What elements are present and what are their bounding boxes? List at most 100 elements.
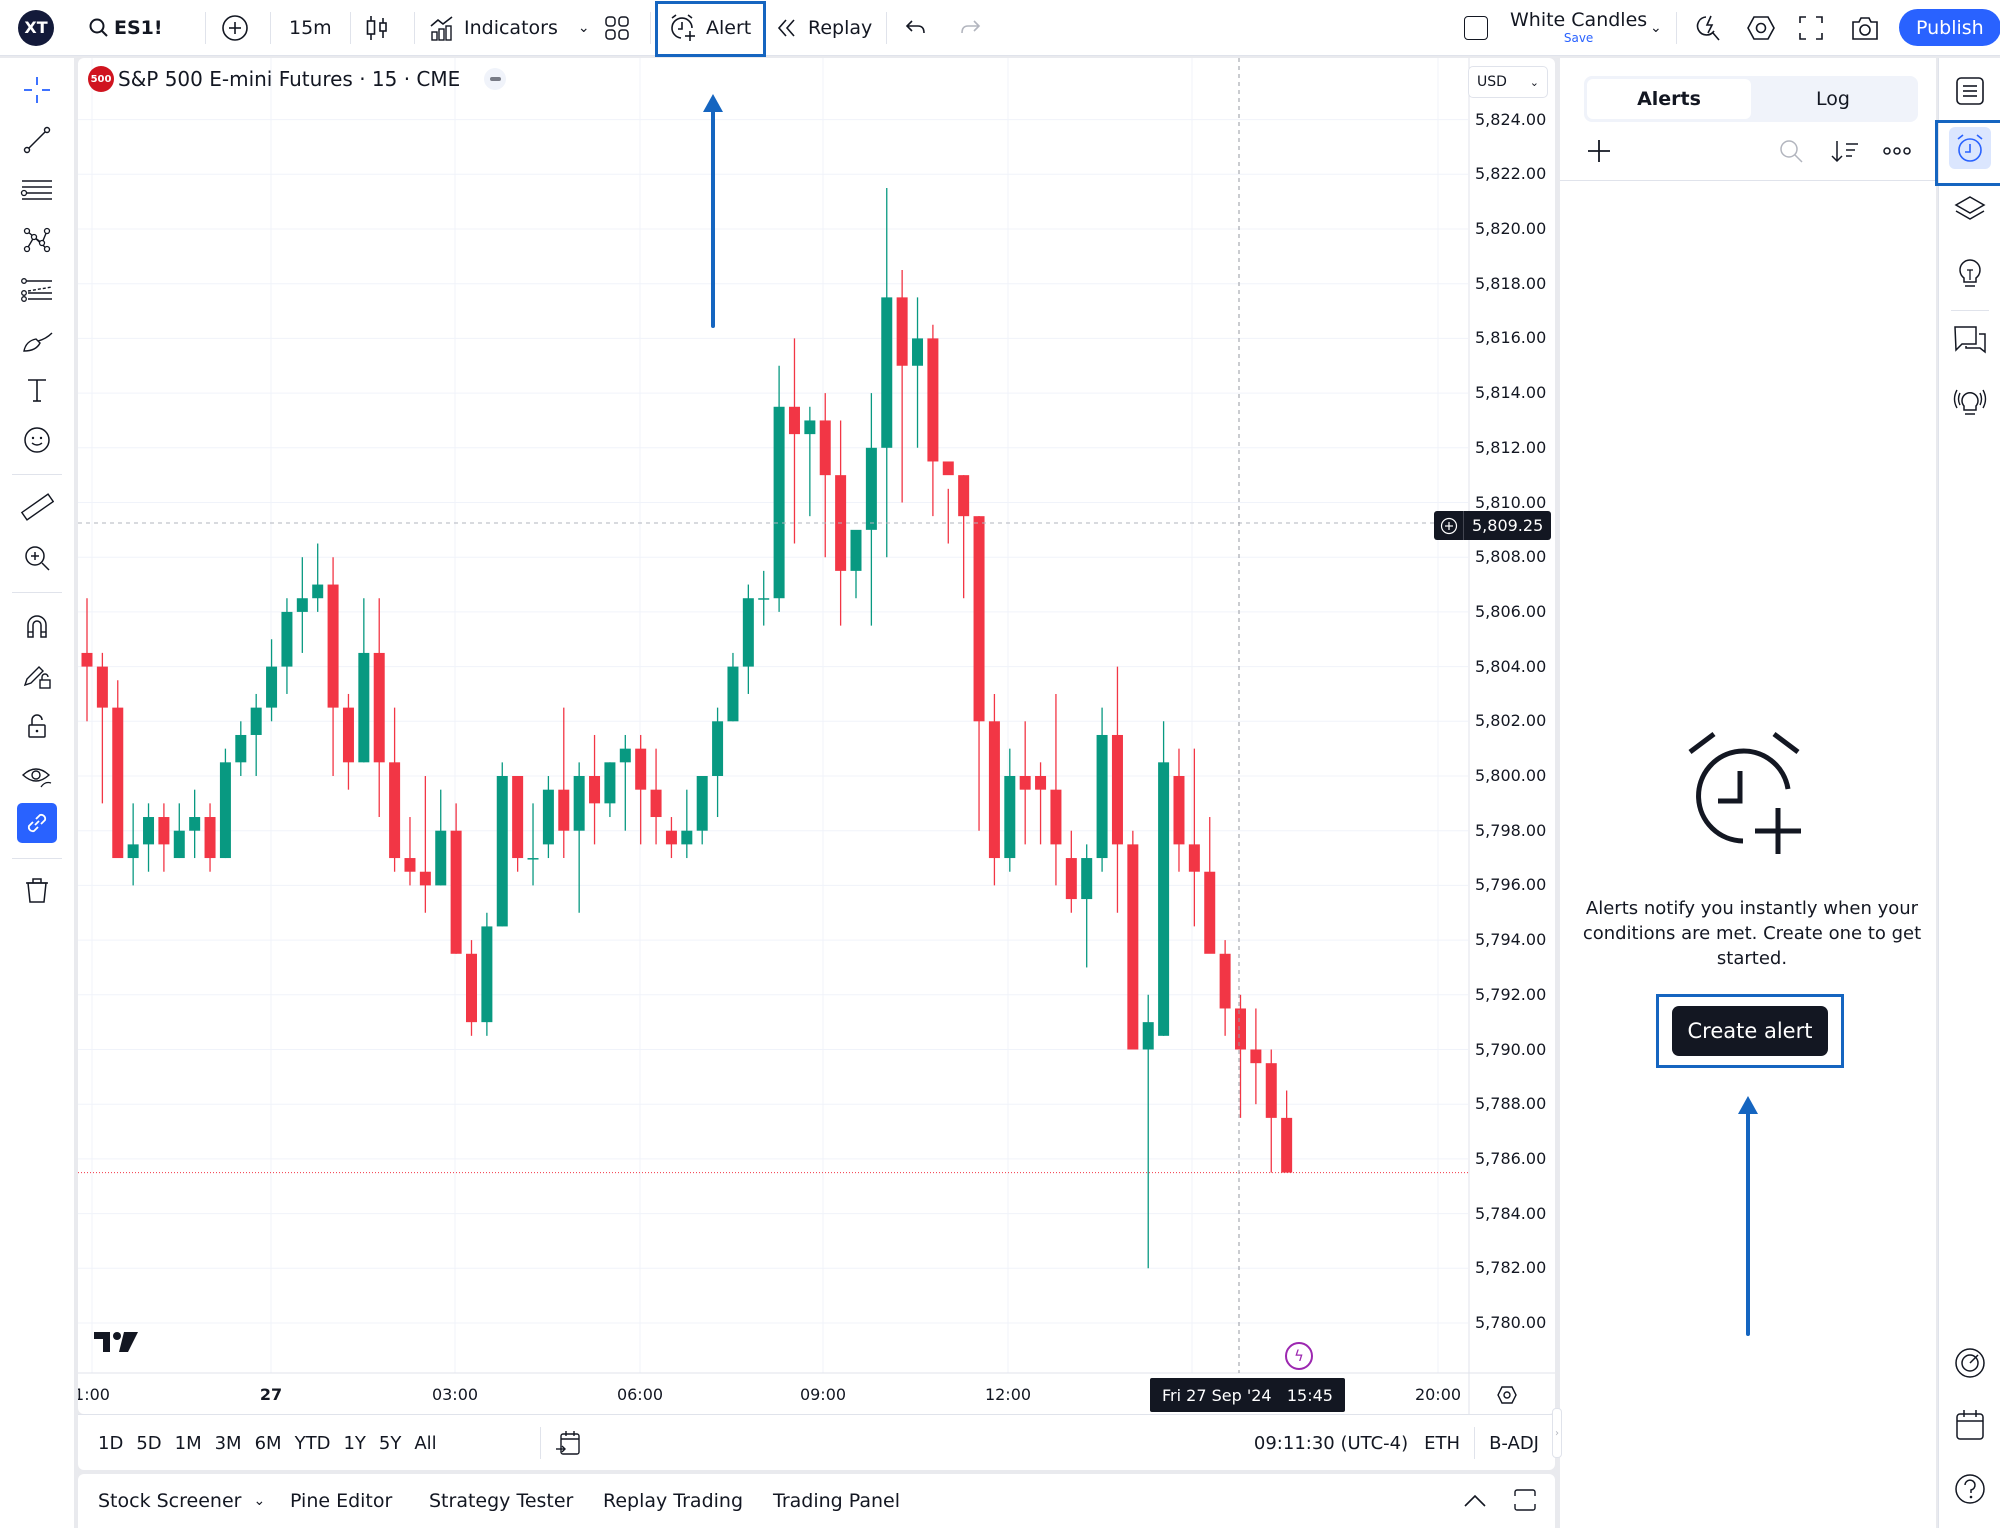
collapse-legend-button[interactable] [484,68,507,90]
range-1y[interactable]: 1Y [343,1432,366,1454]
zoom-tool[interactable] [17,538,57,578]
help-button[interactable] [1949,1468,1991,1510]
more-options-button[interactable] [1882,142,1912,160]
maximize-panel-button[interactable] [1512,1487,1538,1513]
hide-drawings[interactable] [17,756,57,796]
fib-tool[interactable] [17,170,57,210]
fullscreen-button[interactable] [1798,0,1824,55]
price-label: 5,790.00 [1475,1039,1547,1059]
create-alert-button[interactable]: Create alert [1672,1006,1828,1056]
settings-button[interactable] [1746,0,1776,55]
range-1m[interactable]: 1M [174,1432,202,1454]
range-3m[interactable]: 3M [214,1432,242,1454]
adjustment-toggle[interactable]: B-ADJ [1489,1432,1539,1454]
lightning-event-icon[interactable]: ϟ [1285,1342,1313,1370]
range-all[interactable]: All [414,1432,437,1454]
interval-button[interactable]: 15m [289,16,332,39]
redo-button[interactable] [958,0,982,55]
layout-name-button[interactable]: White Candles Save [1510,0,1647,55]
axis-settings-button[interactable] [1496,1384,1518,1406]
session-toggle[interactable]: ETH [1424,1432,1461,1454]
chevron-down-icon[interactable]: ⌄ [577,19,590,36]
brush-tool[interactable] [17,320,57,360]
tab-replay-trading[interactable]: Replay Trading [603,1490,744,1512]
tab-alerts[interactable]: Alerts [1587,79,1751,119]
layout-menu-chevron[interactable]: ⌄ [1650,19,1662,36]
price-label: 5,818.00 [1475,273,1547,293]
price-label: 5,820.00 [1475,219,1547,238]
text-tool[interactable] [17,370,57,410]
price-label: 5,800.00 [1475,766,1547,785]
add-alert-button[interactable] [1584,136,1614,166]
search-alerts-button[interactable] [1778,138,1804,164]
quick-search-button[interactable] [1694,0,1724,55]
camera-icon [1852,16,1878,40]
expand-icon [1799,15,1823,40]
range-1d[interactable]: 1D [98,1432,124,1454]
icon-tool[interactable] [17,420,57,460]
clock-timezone[interactable]: 09:11:30 (UTC-4) [1253,1432,1409,1454]
go-to-date-button[interactable] [554,1429,582,1457]
layouts-button[interactable] [604,0,630,55]
pattern-tool[interactable] [17,220,57,260]
currency-select[interactable]: USD ⌄ [1468,66,1548,98]
snapshot-button[interactable] [1850,0,1880,55]
candle [635,734,647,845]
brush-icon [23,332,53,352]
candle [435,789,447,886]
publish-button[interactable]: Publish [1899,9,2000,46]
tab-stock-screener[interactable]: Stock Screener ⌄ [98,1474,265,1528]
crosshair-tool[interactable] [17,70,57,110]
chart-type-button[interactable] [365,0,389,55]
calendar-button[interactable] [1949,1404,1991,1446]
range-ytd[interactable]: YTD [294,1432,331,1454]
indicators-button[interactable]: Indicators ⌄ [428,0,590,55]
range-6m[interactable]: 6M [254,1432,282,1454]
candle [727,652,739,722]
sort-alerts-button[interactable] [1830,138,1860,164]
add-alert-plus-icon[interactable] [1434,511,1464,540]
candlestick-chart[interactable] [78,58,1555,1414]
tab-trading-panel[interactable]: Trading Panel [773,1490,901,1512]
watchlist-button[interactable] [1949,70,1991,112]
remove-drawings[interactable] [17,870,57,910]
candle [896,270,908,503]
trend-line-tool[interactable] [17,120,57,160]
tab-pine-editor[interactable]: Pine Editor [290,1490,393,1512]
lock-all-drawings[interactable] [17,706,57,746]
dom-button[interactable] [1949,1342,1991,1384]
tab-log[interactable]: Log [1816,88,1850,110]
annotation-arrow-up [703,94,723,328]
layout-save-link[interactable]: Save [1563,31,1594,45]
alert-button[interactable]: Alert [668,0,751,55]
range-5y[interactable]: 5Y [378,1432,402,1454]
compare-button[interactable] [220,0,250,55]
range-5d[interactable]: 5D [136,1432,162,1454]
logo-button[interactable]: XT [18,0,54,55]
range-list: 1D 5D 1M 3M 6M YTD 1Y 5Y All [98,1415,450,1471]
target-icon [1955,1348,1985,1378]
lock-drawings-mode[interactable] [17,656,57,696]
replay-button[interactable]: Replay [776,0,872,55]
candle [773,365,785,612]
drawing-toolbar [0,58,74,1528]
forecast-tool[interactable] [17,270,57,310]
tradingview-logo[interactable] [94,1330,138,1354]
chart-pane[interactable]: 500 S&P 500 E-mini Futures · 15 · CME US… [78,58,1555,1414]
chats-button[interactable] [1949,320,1991,362]
symbol-search-button[interactable]: ES1! [88,0,163,55]
streams-button[interactable] [1949,380,1991,422]
ideas-button[interactable] [1949,252,1991,294]
pencil-lock-icon [23,666,51,689]
panel-resize-handle[interactable]: › [1552,1408,1562,1458]
price-label: 5,824.00 [1475,109,1547,129]
magnet-tool[interactable] [17,606,57,646]
tab-strategy-tester[interactable]: Strategy Tester [429,1490,574,1512]
undo-button[interactable] [904,0,928,55]
sync-drawings[interactable] [17,803,57,843]
fullscreen-toggle-button[interactable] [1464,0,1488,55]
expand-panel-button[interactable] [1462,1488,1488,1512]
alerts-sidebar-button[interactable] [1949,127,1991,169]
object-tree-button[interactable] [1949,188,1991,230]
measure-tool[interactable] [17,488,57,528]
